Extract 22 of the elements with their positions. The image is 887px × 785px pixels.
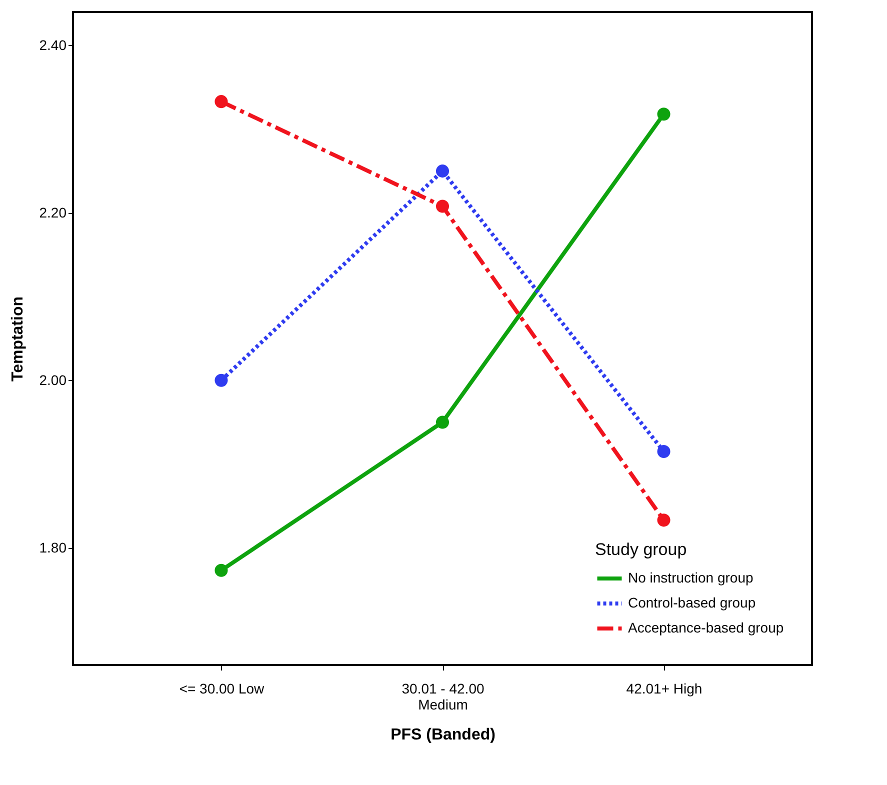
point: [214, 95, 228, 108]
point: [436, 200, 450, 213]
y-tick-label: 2.00: [39, 372, 67, 388]
y-tick-label: 2.40: [39, 36, 67, 53]
legend-label: Control-based group: [628, 594, 756, 610]
point: [657, 445, 670, 458]
y-tick-label: 2.20: [39, 204, 67, 220]
x-tick-label: <= 30.00 Low: [179, 680, 266, 696]
y-tick-label: 1.80: [39, 539, 67, 556]
x-tick-label: 30.01 - 42.00 Medium: [402, 680, 484, 712]
point: [214, 374, 228, 387]
point: [657, 514, 670, 527]
point: [436, 164, 450, 178]
x-tick-label: 42.01+ High: [626, 680, 702, 696]
legend-label: Acceptance-based group: [628, 620, 784, 636]
legend-title: Study group: [595, 540, 687, 559]
point: [214, 564, 228, 577]
y-axis-title: Temptation: [9, 296, 26, 382]
point: [436, 416, 450, 429]
point: [657, 108, 670, 121]
x-axis-title: PFS (Banded): [390, 726, 496, 744]
legend-label: No instruction group: [628, 570, 754, 586]
